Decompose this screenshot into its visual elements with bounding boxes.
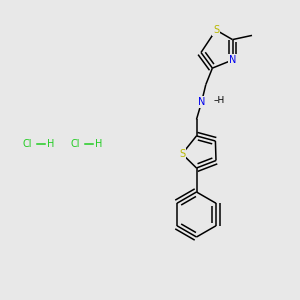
Text: H: H xyxy=(46,139,54,149)
Text: H: H xyxy=(94,139,102,149)
Text: S: S xyxy=(213,25,219,35)
Text: Cl: Cl xyxy=(70,139,80,149)
Text: N: N xyxy=(198,97,205,107)
Text: Cl: Cl xyxy=(22,139,32,149)
Text: N: N xyxy=(229,55,236,65)
Text: –H: –H xyxy=(214,96,225,105)
Text: S: S xyxy=(179,149,185,159)
